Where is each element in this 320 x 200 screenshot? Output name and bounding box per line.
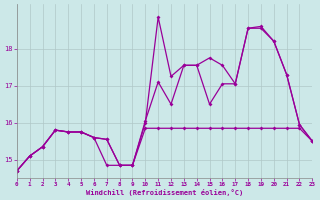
X-axis label: Windchill (Refroidissement éolien,°C): Windchill (Refroidissement éolien,°C) (86, 189, 243, 196)
